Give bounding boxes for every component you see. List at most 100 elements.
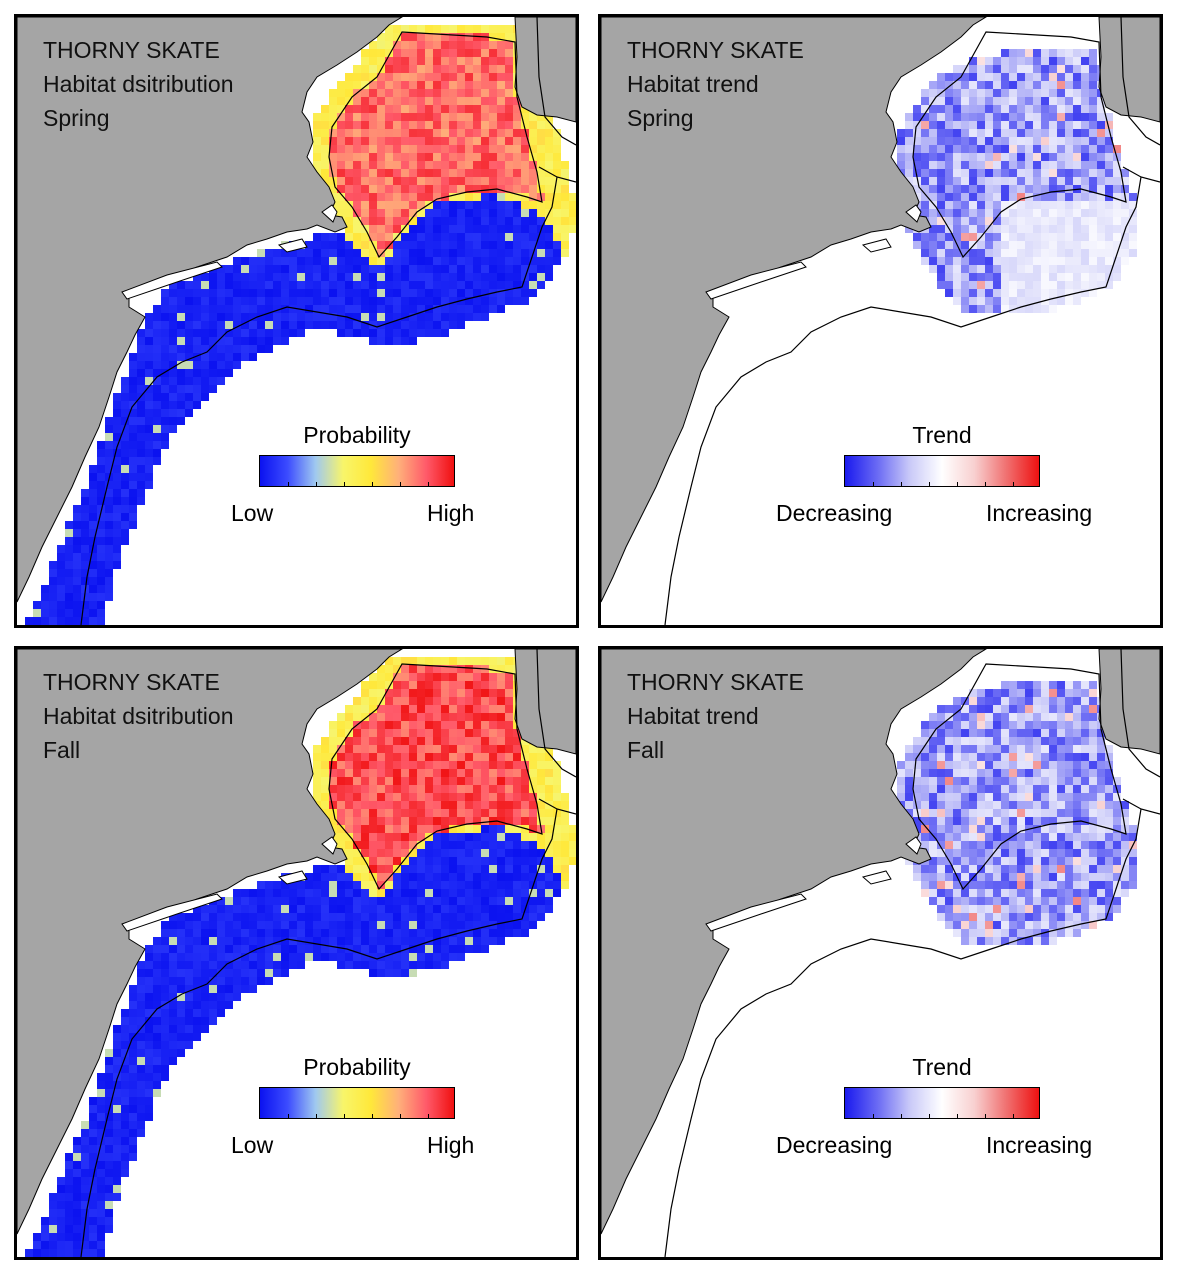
habitat-cell xyxy=(953,273,961,281)
habitat-cell xyxy=(425,113,433,121)
habitat-cell xyxy=(1065,145,1073,153)
habitat-cell xyxy=(985,113,993,121)
habitat-cell xyxy=(1033,873,1041,881)
habitat-cell xyxy=(497,937,505,945)
habitat-cell xyxy=(1089,897,1097,905)
habitat-cell xyxy=(449,873,457,881)
habitat-cell xyxy=(385,145,393,153)
habitat-cell xyxy=(505,209,513,217)
habitat-cell xyxy=(89,497,97,505)
habitat-cell xyxy=(353,865,361,873)
habitat-cell xyxy=(1057,297,1065,305)
habitat-cell xyxy=(65,577,73,585)
habitat-cell xyxy=(929,777,937,785)
habitat-cell xyxy=(489,105,497,113)
habitat-cell xyxy=(1089,697,1097,705)
habitat-cell xyxy=(1041,265,1049,273)
habitat-cell xyxy=(217,993,225,1001)
habitat-cell xyxy=(305,905,313,913)
legend-tick xyxy=(288,1114,289,1119)
habitat-cell xyxy=(561,793,569,801)
habitat-cell xyxy=(361,177,369,185)
habitat-cell xyxy=(433,961,441,969)
habitat-cell xyxy=(209,1001,217,1009)
habitat-cell xyxy=(537,801,545,809)
habitat-cell xyxy=(1025,761,1033,769)
habitat-cell xyxy=(1025,225,1033,233)
habitat-cell xyxy=(993,793,1001,801)
habitat-cell xyxy=(433,769,441,777)
habitat-cell xyxy=(217,953,225,961)
habitat-cell xyxy=(201,1025,209,1033)
habitat-cell xyxy=(977,193,985,201)
habitat-cell xyxy=(497,177,505,185)
habitat-cell xyxy=(89,1161,97,1169)
habitat-cell xyxy=(417,913,425,921)
habitat-cell xyxy=(953,817,961,825)
habitat-cell xyxy=(113,561,121,569)
habitat-cell xyxy=(1073,929,1081,937)
habitat-cell xyxy=(545,177,553,185)
habitat-cell xyxy=(481,297,489,305)
habitat-cell xyxy=(169,337,177,345)
habitat-cell xyxy=(521,889,529,897)
habitat-cell xyxy=(961,881,969,889)
habitat-cell xyxy=(969,169,977,177)
habitat-cell xyxy=(521,137,529,145)
habitat-cell xyxy=(377,713,385,721)
habitat-cell xyxy=(1057,689,1065,697)
habitat-cell xyxy=(433,913,441,921)
habitat-cell xyxy=(105,529,113,537)
island-outline xyxy=(905,836,922,855)
habitat-cell xyxy=(1041,769,1049,777)
habitat-cell xyxy=(345,265,353,273)
habitat-cell xyxy=(1073,825,1081,833)
habitat-cell xyxy=(73,577,81,585)
habitat-cell xyxy=(1105,145,1113,153)
habitat-cell xyxy=(401,89,409,97)
habitat-cell xyxy=(969,225,977,233)
habitat-cell xyxy=(65,593,73,601)
habitat-cell xyxy=(441,185,449,193)
habitat-cell xyxy=(105,1097,113,1105)
habitat-cell xyxy=(1017,777,1025,785)
habitat-cell xyxy=(1097,121,1105,129)
habitat-cell xyxy=(1049,289,1057,297)
habitat-cell xyxy=(1065,913,1073,921)
habitat-cell xyxy=(497,665,505,673)
habitat-cell xyxy=(1033,105,1041,113)
habitat-cell xyxy=(401,153,409,161)
habitat-cell xyxy=(1049,833,1057,841)
habitat-cell xyxy=(1065,73,1073,81)
habitat-cell xyxy=(265,961,273,969)
habitat-cell xyxy=(481,129,489,137)
habitat-cell xyxy=(217,289,225,297)
habitat-cell xyxy=(65,1193,73,1201)
habitat-cell xyxy=(345,705,353,713)
habitat-cell xyxy=(361,897,369,905)
habitat-cell xyxy=(921,881,929,889)
habitat-cell xyxy=(473,849,481,857)
habitat-cell xyxy=(345,905,353,913)
habitat-cell xyxy=(1041,57,1049,65)
habitat-cell xyxy=(401,881,409,889)
habitat-cell xyxy=(377,961,385,969)
habitat-cell xyxy=(33,609,41,617)
habitat-cell xyxy=(1049,905,1057,913)
habitat-cell xyxy=(105,505,113,513)
habitat-cell xyxy=(233,969,241,977)
habitat-cell xyxy=(1057,881,1065,889)
habitat-cell xyxy=(393,337,401,345)
habitat-cell xyxy=(353,161,361,169)
habitat-cell xyxy=(1065,257,1073,265)
habitat-cell xyxy=(401,697,409,705)
habitat-cell xyxy=(1057,153,1065,161)
habitat-cell xyxy=(953,881,961,889)
habitat-cell xyxy=(1025,881,1033,889)
habitat-cell xyxy=(225,993,233,1001)
habitat-cell xyxy=(993,785,1001,793)
habitat-cell xyxy=(201,313,209,321)
habitat-cell xyxy=(121,1089,129,1097)
habitat-cell xyxy=(257,889,265,897)
habitat-cell xyxy=(1073,793,1081,801)
